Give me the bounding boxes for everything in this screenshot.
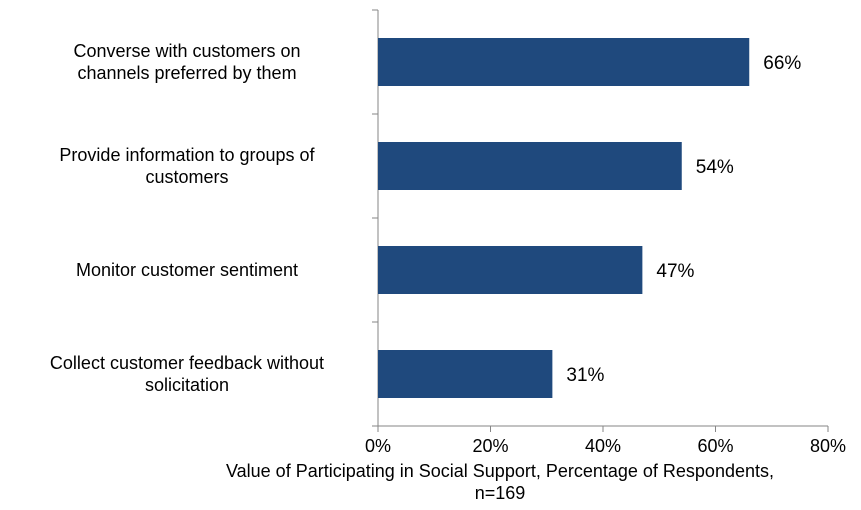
x-tick-label: 20% xyxy=(472,436,508,456)
labels: 0% 20% 40% 60% 80% 66% Converse with customers… xyxy=(50,41,846,456)
category-label: Converse with customers on channels prefe… xyxy=(73,41,300,83)
bar xyxy=(378,142,682,190)
bar xyxy=(378,350,553,398)
category-label-line: channels preferred by them xyxy=(77,63,296,83)
category-label-line: Provide information to groups of xyxy=(59,145,315,165)
bar xyxy=(378,38,750,86)
bar-value-label: 54% xyxy=(696,157,734,178)
category-label: Monitor customer sentiment xyxy=(76,260,298,280)
category-label-line: Monitor customer sentiment xyxy=(76,260,298,280)
category-label-line: Converse with customers on xyxy=(73,41,300,61)
category-label-line: customers xyxy=(145,167,228,187)
bar-value-label: 31% xyxy=(566,365,604,386)
x-axis-title: Value of Participating in Social Support… xyxy=(140,460,860,504)
x-axis-title-line-2: n=169 xyxy=(474,483,526,503)
bar xyxy=(378,246,643,294)
x-tick-label: 40% xyxy=(585,436,621,456)
category-label-line: Collect customer feedback without xyxy=(50,353,324,373)
bar-value-label: 66% xyxy=(763,53,801,74)
category-label-line: solicitation xyxy=(145,375,229,395)
x-tick-label: 0% xyxy=(365,436,391,456)
category-label: Provide information to groups of customer… xyxy=(59,145,315,187)
bar-value-label: 47% xyxy=(656,261,694,282)
bars xyxy=(378,38,750,398)
x-axis-title-line-1: Value of Participating in Social Support… xyxy=(225,461,774,481)
x-tick-label: 60% xyxy=(697,436,733,456)
category-label: Collect customer feedback without solicit… xyxy=(50,353,324,395)
x-tick-label: 80% xyxy=(810,436,846,456)
